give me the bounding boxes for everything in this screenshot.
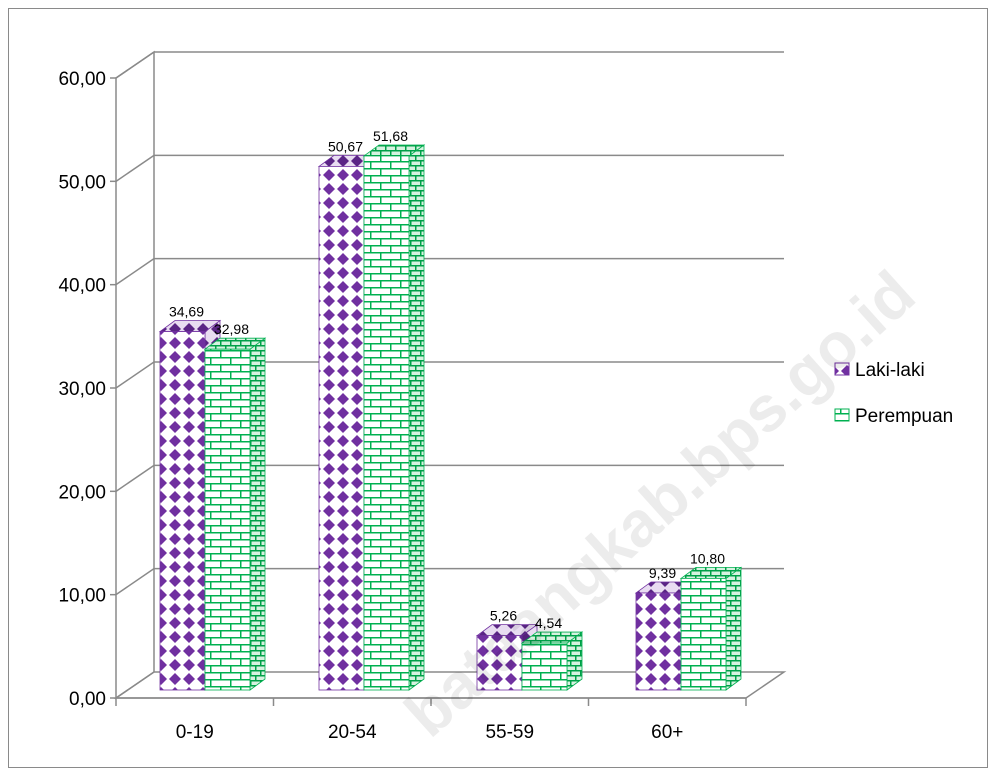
legend-swatch bbox=[834, 362, 850, 376]
bar-perempuan-20-54 bbox=[362, 144, 426, 691]
chart-frame bbox=[8, 8, 988, 768]
data-label: 4,54 bbox=[535, 615, 562, 631]
x-tick-label: 20-54 bbox=[328, 722, 377, 743]
x-tick-label: 60+ bbox=[651, 722, 683, 743]
x-tick-label: 55-59 bbox=[485, 722, 534, 743]
legend-label: Perempuan bbox=[855, 406, 953, 427]
y-tick-label: 0,00 bbox=[69, 689, 106, 710]
legend-swatch bbox=[834, 408, 850, 422]
data-label: 50,67 bbox=[328, 138, 363, 154]
y-tick-label: 10,00 bbox=[58, 586, 106, 607]
bar-perempuan-55-59 bbox=[520, 631, 584, 691]
gridline-diag bbox=[115, 568, 155, 596]
gridline-diag bbox=[115, 464, 155, 492]
legend-label: Laki-laki bbox=[855, 360, 925, 381]
data-label: 5,26 bbox=[490, 608, 517, 624]
data-label: 34,69 bbox=[169, 304, 204, 320]
data-label: 51,68 bbox=[373, 128, 408, 144]
y-tick-label: 20,00 bbox=[58, 482, 106, 503]
gridline-diag bbox=[115, 154, 155, 182]
bar-perempuan-0-19 bbox=[203, 337, 267, 691]
y-tick-label: 60,00 bbox=[58, 69, 106, 90]
legend-entry-perempuan: Perempuan bbox=[834, 406, 953, 427]
labels-layer: 0-19 34,69 32,98 20-54 50,67 51,68 55-59 5,26 4,… bbox=[169, 128, 725, 743]
data-label: 10,80 bbox=[690, 550, 725, 566]
y-tick-label: 40,00 bbox=[58, 276, 106, 297]
bars-layer bbox=[158, 144, 743, 691]
gridline-diag bbox=[115, 51, 155, 79]
bar-perempuan-60+ bbox=[679, 566, 743, 691]
data-label: 9,39 bbox=[649, 565, 676, 581]
gridline-diag bbox=[115, 361, 155, 389]
gridline-diag bbox=[115, 258, 155, 286]
axes-layer: 0,00 10,00 20,00 30,00 40,00 50,00 60,00 bbox=[58, 50, 787, 710]
legend-entry-laki-laki: Laki-laki bbox=[834, 360, 925, 381]
legend: Laki-laki Perempuan bbox=[834, 360, 953, 427]
x-tick-label: 0-19 bbox=[176, 722, 214, 743]
y-tick-label: 50,00 bbox=[58, 172, 106, 193]
data-label: 32,98 bbox=[214, 321, 249, 337]
y-tick-label: 30,00 bbox=[58, 379, 106, 400]
